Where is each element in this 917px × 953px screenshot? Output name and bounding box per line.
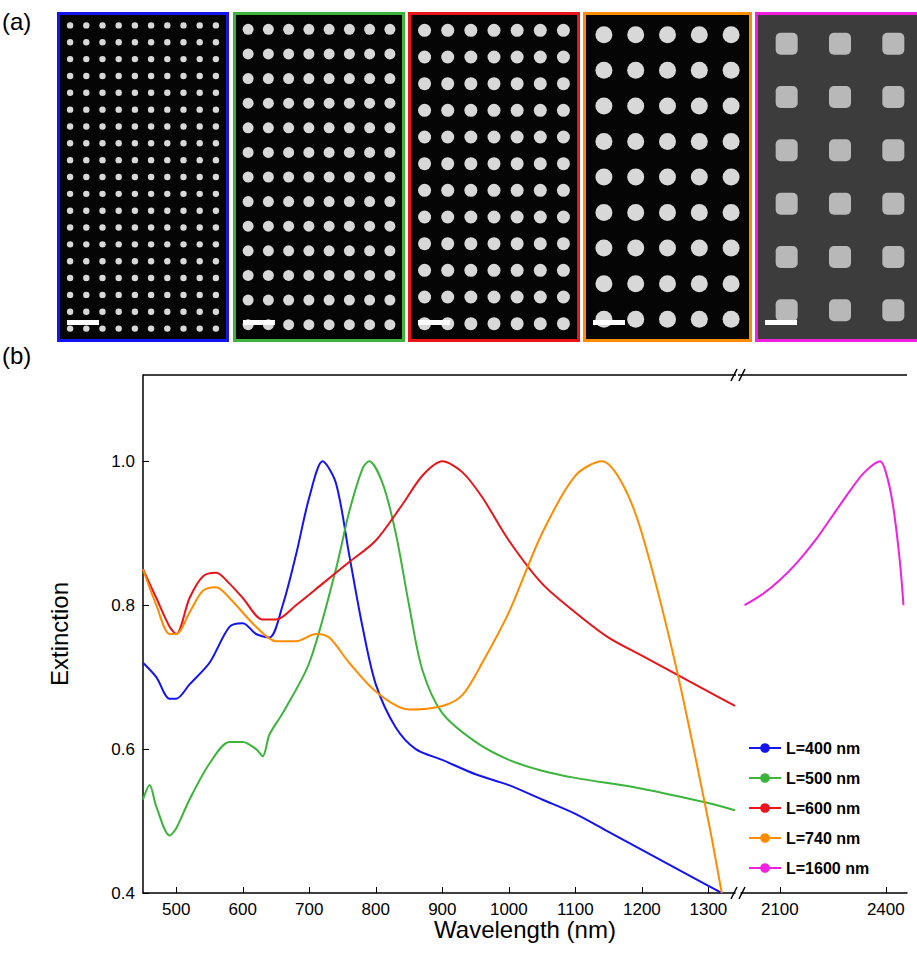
svg-text:L=400 nm: L=400 nm: [786, 740, 860, 757]
svg-text:2100: 2100: [761, 900, 799, 919]
svg-text:1300: 1300: [689, 900, 727, 919]
svg-text:0.6: 0.6: [111, 740, 135, 759]
svg-text:1000: 1000: [490, 900, 528, 919]
svg-text:2400: 2400: [867, 900, 905, 919]
svg-text:500: 500: [162, 900, 190, 919]
svg-text:L=1600 nm: L=1600 nm: [786, 860, 869, 877]
svg-text:1100: 1100: [557, 900, 594, 919]
svg-text:L=600 nm: L=600 nm: [786, 800, 860, 817]
svg-text:1200: 1200: [623, 900, 661, 919]
svg-text:Extinction: Extinction: [46, 582, 73, 686]
svg-text:Wavelength (nm): Wavelength (nm): [434, 916, 616, 943]
svg-text:(b): (b): [2, 342, 31, 369]
svg-text:900: 900: [428, 900, 456, 919]
svg-text:L=500 nm: L=500 nm: [786, 770, 860, 787]
svg-text:1.0: 1.0: [111, 452, 135, 471]
svg-text:(a): (a): [2, 8, 31, 35]
svg-text:600: 600: [229, 900, 257, 919]
svg-text:0.8: 0.8: [111, 596, 135, 615]
svg-text:L=740 nm: L=740 nm: [786, 830, 860, 847]
svg-text:700: 700: [295, 900, 323, 919]
svg-text:800: 800: [362, 900, 390, 919]
svg-text:0.4: 0.4: [111, 884, 135, 903]
